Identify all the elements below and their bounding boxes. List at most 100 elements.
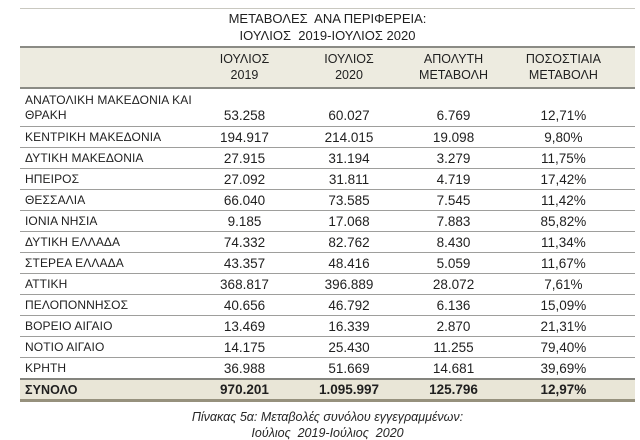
- value-absolute-change: 7.545: [401, 189, 506, 211]
- region-name: ΠΕΛΟΠΟΝΝΗΣΟΣ: [20, 294, 193, 316]
- value-absolute-change: 2.870: [401, 315, 506, 337]
- region-name: ΑΝΑΤΟΛΙΚΗ ΜΑΚΕΔΟΝΙΑ ΚΑΙ ΘΡΑΚΗ: [20, 88, 193, 127]
- value-july-2019: 27.092: [192, 168, 297, 190]
- value-july-2019: 27.915: [192, 147, 297, 169]
- value-july-2019: 36.988: [192, 357, 297, 380]
- table-row: ΣΤΕΡΕΑ ΕΛΛΑΔΑ 43.357 48.416 5.059 11,67%: [20, 252, 635, 274]
- header-line: 2020: [335, 68, 363, 82]
- header-july-2019: ΙΟΥΛΙΟΣ 2019: [192, 46, 297, 89]
- value-july-2019: 43.357: [192, 252, 297, 274]
- total-absolute-change: 125.796: [401, 378, 506, 402]
- total-row: ΣΥΝΟΛΟ 970.201 1.095.997 125.796 12,97%: [20, 378, 635, 402]
- value-july-2020: 60.027: [296, 88, 402, 127]
- table-row: ΚΕΝΤΡΙΚΗ ΜΑΚΕΔΟΝΙΑ 194.917 214.015 19.09…: [20, 126, 635, 148]
- table-row: ΒΟΡΕΙΟ ΑΙΓΑΙΟ 13.469 16.339 2.870 21,31%: [20, 315, 635, 337]
- value-july-2019: 368.817: [192, 273, 297, 295]
- total-july-2020: 1.095.997: [296, 378, 402, 402]
- table-row: ΔΥΤΙΚΗ ΕΛΛΑΔΑ 74.332 82.762 8.430 11,34%: [20, 231, 635, 253]
- header-july-2020: ΙΟΥΛΙΟΣ 2020: [296, 46, 402, 89]
- value-july-2020: 16.339: [296, 315, 402, 337]
- region-name: ΝΟΤΙΟ ΑΙΓΑΙΟ: [20, 336, 193, 358]
- table-row: ΘΕΣΣΑΛΙΑ 66.040 73.585 7.545 11,42%: [20, 189, 635, 211]
- region-name: ΑΤΤΙΚΗ: [20, 273, 193, 295]
- value-july-2019: 13.469: [192, 315, 297, 337]
- value-july-2019: 66.040: [192, 189, 297, 211]
- table-row: ΙΟΝΙΑ ΝΗΣΙΑ 9.185 17.068 7.883 85,82%: [20, 210, 635, 232]
- value-july-2019: 14.175: [192, 336, 297, 358]
- region-name: ΚΡΗΤΗ: [20, 357, 193, 380]
- value-july-2019: 9.185: [192, 210, 297, 232]
- value-july-2020: 48.416: [296, 252, 402, 274]
- value-july-2020: 73.585: [296, 189, 402, 211]
- value-percent-change: 21,31%: [505, 315, 635, 337]
- table-row: ΠΕΛΟΠΟΝΝΗΣΟΣ 40.656 46.792 6.136 15,09%: [20, 294, 635, 316]
- total-percent-change: 12,97%: [505, 378, 635, 402]
- region-name: ΗΠΕΙΡΟΣ: [20, 168, 193, 190]
- region-name: ΘΕΣΣΑΛΙΑ: [20, 189, 193, 211]
- value-absolute-change: 19.098: [401, 126, 506, 148]
- region-name: ΙΟΝΙΑ ΝΗΣΙΑ: [20, 210, 193, 232]
- table-row: ΔΥΤΙΚΗ ΜΑΚΕΔΟΝΙΑ 27.915 31.194 3.279 11,…: [20, 147, 635, 169]
- value-july-2020: 46.792: [296, 294, 402, 316]
- header-line: ΙΟΥΛΙΟΣ: [324, 52, 374, 66]
- table-row: ΑΤΤΙΚΗ 368.817 396.889 28.072 7,61%: [20, 273, 635, 295]
- header-line: ΜΕΤΑΒΟΛΗ: [528, 68, 598, 82]
- table-row: ΚΡΗΤΗ 36.988 51.669 14.681 39,69%: [20, 357, 635, 380]
- table-title-line1: ΜΕΤΑΒΟΛΕΣ ΑΝΑ ΠΕΡΙΦΕΡΕΙΑ:: [228, 11, 427, 26]
- value-absolute-change: 14.681: [401, 357, 506, 380]
- value-percent-change: 39,69%: [505, 357, 635, 380]
- header-line: ΑΠΟΛΥΤΗ: [423, 52, 484, 66]
- table-caption: Πίνακας 5α: Μεταβολές συνόλου εγγεγραμμέ…: [20, 409, 635, 440]
- table-row: ΝΟΤΙΟ ΑΙΓΑΙΟ 14.175 25.430 11.255 79,40%: [20, 336, 635, 358]
- region-name: ΔΥΤΙΚΗ ΜΑΚΕΔΟΝΙΑ: [20, 147, 193, 169]
- value-percent-change: 11,34%: [505, 231, 635, 253]
- table-title: ΜΕΤΑΒΟΛΕΣ ΑΝΑ ΠΕΡΙΦΕΡΕΙΑ: ΙΟΥΛΙΟΣ 2019-Ι…: [20, 9, 635, 46]
- table-title-line2: ΙΟΥΛΙΟΣ 2019-ΙΟΥΛΙΟΣ 2020: [239, 28, 416, 43]
- table-row: ΑΝΑΤΟΛΙΚΗ ΜΑΚΕΔΟΝΙΑ ΚΑΙ ΘΡΑΚΗ 53.258 60.…: [20, 88, 635, 127]
- header-row: ΙΟΥΛΙΟΣ 2019 ΙΟΥΛΙΟΣ 2020 ΑΠΟΛΥΤΗ ΜΕΤΑΒΟ…: [20, 46, 635, 89]
- value-percent-change: 12,71%: [505, 88, 635, 127]
- header-line: ΜΕΤΑΒΟΛΗ: [419, 68, 489, 82]
- value-absolute-change: 8.430: [401, 231, 506, 253]
- value-absolute-change: 7.883: [401, 210, 506, 232]
- table-caption-line1: Πίνακας 5α: Μεταβολές συνόλου εγγεγραμμέ…: [191, 410, 464, 424]
- value-july-2020: 214.015: [296, 126, 402, 148]
- value-july-2020: 25.430: [296, 336, 402, 358]
- value-absolute-change: 4.719: [401, 168, 506, 190]
- header-line: ΙΟΥΛΙΟΣ: [219, 52, 270, 66]
- value-july-2020: 82.762: [296, 231, 402, 253]
- value-percent-change: 17,42%: [505, 168, 635, 190]
- value-percent-change: 85,82%: [505, 210, 635, 232]
- value-absolute-change: 6.136: [401, 294, 506, 316]
- value-july-2019: 40.656: [192, 294, 297, 316]
- header-region-empty: [20, 46, 193, 89]
- header-percent-change: ΠΟΣΟΣΤΙΑΙΑ ΜΕΤΑΒΟΛΗ: [505, 46, 635, 89]
- table-caption-line2: Ιούλιος 2019-Ιούλιος 2020: [251, 426, 404, 440]
- header-absolute-change: ΑΠΟΛΥΤΗ ΜΕΤΑΒΟΛΗ: [401, 46, 506, 89]
- header-line: 2019: [230, 68, 259, 82]
- total-label: ΣΥΝΟΛΟ: [20, 378, 193, 402]
- value-july-2020: 396.889: [296, 273, 402, 295]
- value-percent-change: 11,67%: [505, 252, 635, 274]
- region-name: ΚΕΝΤΡΙΚΗ ΜΑΚΕΔΟΝΙΑ: [20, 126, 193, 148]
- value-july-2019: 74.332: [192, 231, 297, 253]
- header-line: ΠΟΣΟΣΤΙΑΙΑ: [525, 52, 601, 66]
- value-percent-change: 9,80%: [505, 126, 635, 148]
- region-name: ΒΟΡΕΙΟ ΑΙΓΑΙΟ: [20, 315, 193, 337]
- value-percent-change: 79,40%: [505, 336, 635, 358]
- regions-table: ΙΟΥΛΙΟΣ 2019 ΙΟΥΛΙΟΣ 2020 ΑΠΟΛΥΤΗ ΜΕΤΑΒΟ…: [20, 46, 635, 402]
- value-percent-change: 11,75%: [505, 147, 635, 169]
- value-july-2020: 31.811: [296, 168, 402, 190]
- top-rule: [20, 8, 635, 9]
- value-july-2020: 17.068: [296, 210, 402, 232]
- value-july-2019: 53.258: [192, 88, 297, 127]
- value-july-2020: 31.194: [296, 147, 402, 169]
- total-july-2019: 970.201: [192, 378, 297, 402]
- value-july-2020: 51.669: [296, 357, 402, 380]
- region-name: ΔΥΤΙΚΗ ΕΛΛΑΔΑ: [20, 231, 193, 253]
- value-percent-change: 15,09%: [505, 294, 635, 316]
- value-absolute-change: 6.769: [401, 88, 506, 127]
- value-percent-change: 7,61%: [505, 273, 635, 295]
- value-absolute-change: 3.279: [401, 147, 506, 169]
